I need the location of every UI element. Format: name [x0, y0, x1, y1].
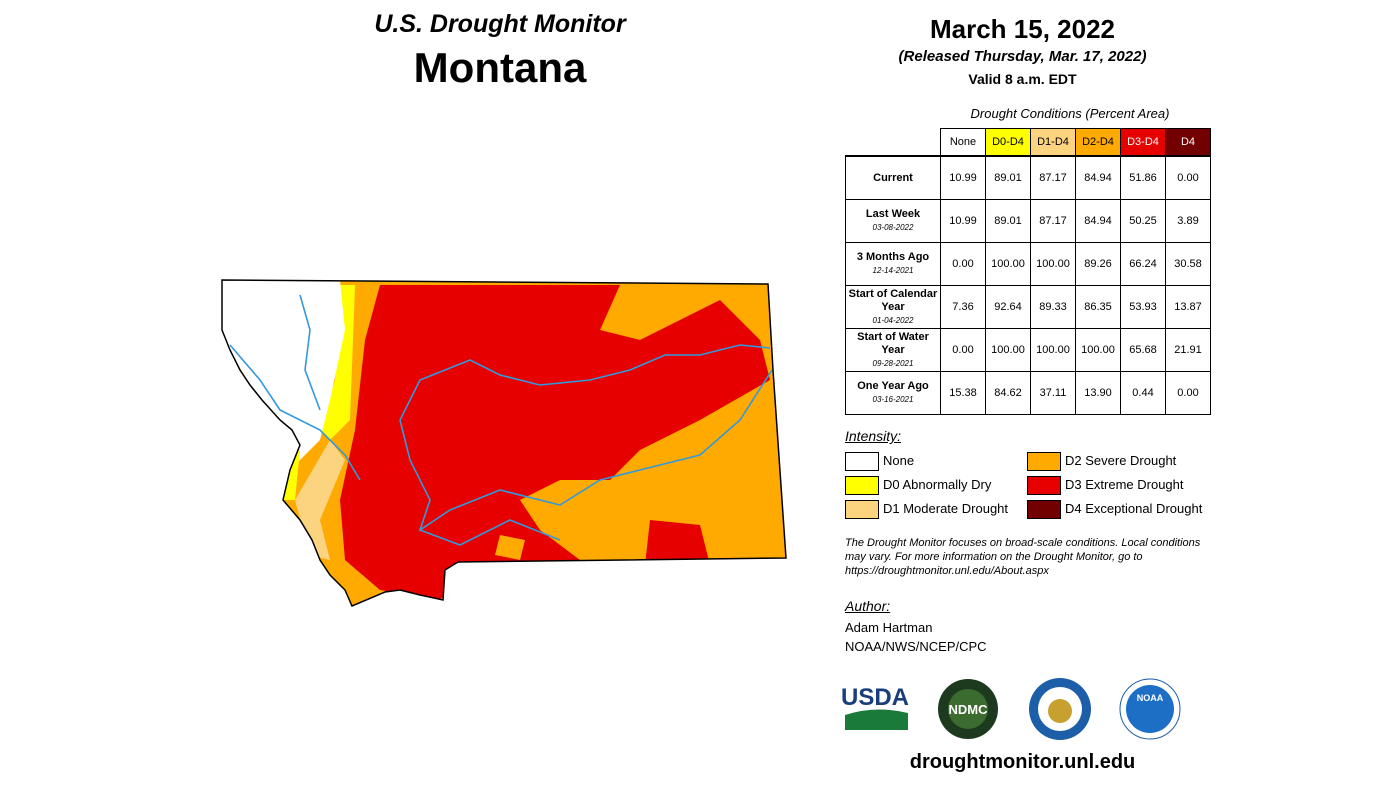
value-cell: 51.86	[1120, 155, 1166, 200]
value-cell: 89.01	[985, 155, 1031, 200]
value-cell: 10.99	[940, 199, 986, 243]
row-label: 3 Months Ago	[856, 251, 930, 263]
note: The Drought Monitor focuses on broad-sca…	[845, 537, 1201, 577]
value-cell: 100.00	[1075, 328, 1121, 372]
value-cell: 0.44	[1120, 371, 1166, 415]
table-row: Start of Water Year 09-28-2021 0.00 100.00 1…	[845, 328, 1211, 372]
column-header: D2-D4	[1075, 128, 1121, 157]
row-date: 03-08-2022	[872, 223, 914, 232]
value-cell: 100.00	[985, 328, 1031, 372]
value-cell: 84.94	[1075, 155, 1121, 200]
value-cell: 3.89	[1165, 199, 1211, 243]
value-cell: 30.58	[1165, 242, 1211, 286]
value-cell: 65.68	[1120, 328, 1166, 372]
released: (Released Thursday, Mar. 17, 2022)	[898, 48, 1147, 65]
value-cell: 89.33	[1030, 285, 1076, 329]
row-date: 12-14-2021	[872, 266, 914, 275]
conditions-table: None D0-D4 D1-D4 D2-D4 D3-D4 D4 Current 10.99 89…	[845, 128, 1211, 415]
table-row: Start of Calendar Year 01-04-2022 7.36 92.6…	[845, 285, 1211, 329]
value-cell: 100.00	[1030, 328, 1076, 372]
legend-swatch	[845, 500, 879, 519]
table-caption: Drought Conditions (Percent Area)	[970, 106, 1170, 121]
value-cell: 50.25	[1120, 199, 1166, 243]
table-row: Last Week 03-08-2022 10.99 89.01 87.17 84.94 5…	[845, 199, 1211, 243]
column-header: D1-D4	[1030, 128, 1076, 157]
value-cell: 10.99	[940, 155, 986, 200]
row-label: Start of Calendar Year	[848, 287, 938, 313]
row-label: Start of Water Year	[857, 330, 929, 356]
logo-usda: USDA	[841, 684, 909, 711]
blank-cell	[845, 128, 941, 157]
legend-swatch	[1027, 452, 1061, 471]
legend-title: Intensity:	[845, 428, 902, 444]
row-date: 03-16-2021	[872, 395, 914, 404]
value-cell: 0.00	[940, 328, 986, 372]
value-cell: 7.36	[940, 285, 986, 329]
value-cell: 87.17	[1030, 199, 1076, 243]
legend-label: D2 Severe Drought	[1065, 453, 1177, 468]
row-label: Last Week	[865, 208, 921, 220]
table-row: One Year Ago 03-16-2021 15.38 84.62 37.11 13.…	[845, 371, 1211, 415]
value-cell: 89.01	[985, 199, 1031, 243]
title: U.S. Drought Monitor	[374, 10, 626, 38]
row-label-cell: Last Week 03-08-2022	[845, 199, 941, 243]
value-cell: 84.94	[1075, 199, 1121, 243]
legend-label: D4 Exceptional Drought	[1065, 501, 1203, 516]
table-row: Current 10.99 89.01 87.17 84.94 51.86 0.00	[845, 155, 1211, 200]
logo-noaa: NOAA	[1137, 693, 1164, 703]
author-label: Author:	[845, 598, 891, 614]
row-label-cell: Start of Calendar Year 01-04-2022	[845, 285, 941, 329]
value-cell: 13.90	[1075, 371, 1121, 415]
legend-label: None	[883, 453, 915, 468]
valid: Valid 8 a.m. EDT	[968, 71, 1077, 87]
legend-swatch	[845, 476, 879, 495]
column-header: D0-D4	[985, 128, 1031, 157]
column-header: None	[940, 128, 986, 157]
legend-swatch	[1027, 476, 1061, 495]
value-cell: 0.00	[940, 242, 986, 286]
state: Montana	[413, 44, 587, 91]
legend-swatch	[845, 452, 879, 471]
value-cell: 86.35	[1075, 285, 1121, 329]
legend-label: D0 Abnormally Dry	[883, 477, 992, 492]
legend-swatch	[1027, 500, 1061, 519]
value-cell: 100.00	[1030, 242, 1076, 286]
value-cell: 100.00	[985, 242, 1031, 286]
logos: USDA NDMC NOAA	[841, 678, 1181, 740]
row-label: One Year Ago	[857, 380, 929, 392]
value-cell: 0.00	[1165, 155, 1211, 200]
row-label-cell: Current	[845, 155, 941, 200]
column-header: D4	[1165, 128, 1211, 157]
row-date: 09-28-2021	[872, 358, 914, 368]
value-cell: 92.64	[985, 285, 1031, 329]
legend-label: D1 Moderate Drought	[883, 501, 1009, 516]
column-header: D3-D4	[1120, 128, 1166, 157]
map	[221, 279, 787, 607]
author-name: Adam Hartman	[845, 620, 933, 635]
value-cell: 84.62	[985, 371, 1031, 415]
value-cell: 87.17	[1030, 155, 1076, 200]
value-cell: 89.26	[1075, 242, 1121, 286]
row-date: 01-04-2022	[872, 315, 914, 325]
logo-ndmc: NDMC	[949, 702, 989, 717]
value-cell: 13.87	[1165, 285, 1211, 329]
row-label: Current	[873, 171, 913, 184]
value-cell: 0.00	[1165, 371, 1211, 415]
table-row: 3 Months Ago 12-14-2021 0.00 100.00 100.00 89…	[845, 242, 1211, 286]
value-cell: 15.38	[940, 371, 986, 415]
value-cell: 21.91	[1165, 328, 1211, 372]
value-cell: 37.11	[1030, 371, 1076, 415]
author-org: NOAA/NWS/NCEP/CPC	[845, 639, 987, 654]
date: March 15, 2022	[929, 14, 1115, 44]
row-label-cell: One Year Ago 03-16-2021	[845, 371, 941, 415]
value-cell: 66.24	[1120, 242, 1166, 286]
footer-url: droughtmonitor.unl.edu	[909, 751, 1136, 773]
header-row: None D0-D4 D1-D4 D2-D4 D3-D4 D4	[845, 128, 1211, 157]
value-cell: 53.93	[1120, 285, 1166, 329]
legend-label: D3 Extreme Drought	[1065, 477, 1184, 492]
row-label-cell: Start of Water Year 09-28-2021	[845, 328, 941, 372]
row-label-cell: 3 Months Ago 12-14-2021	[845, 242, 941, 286]
